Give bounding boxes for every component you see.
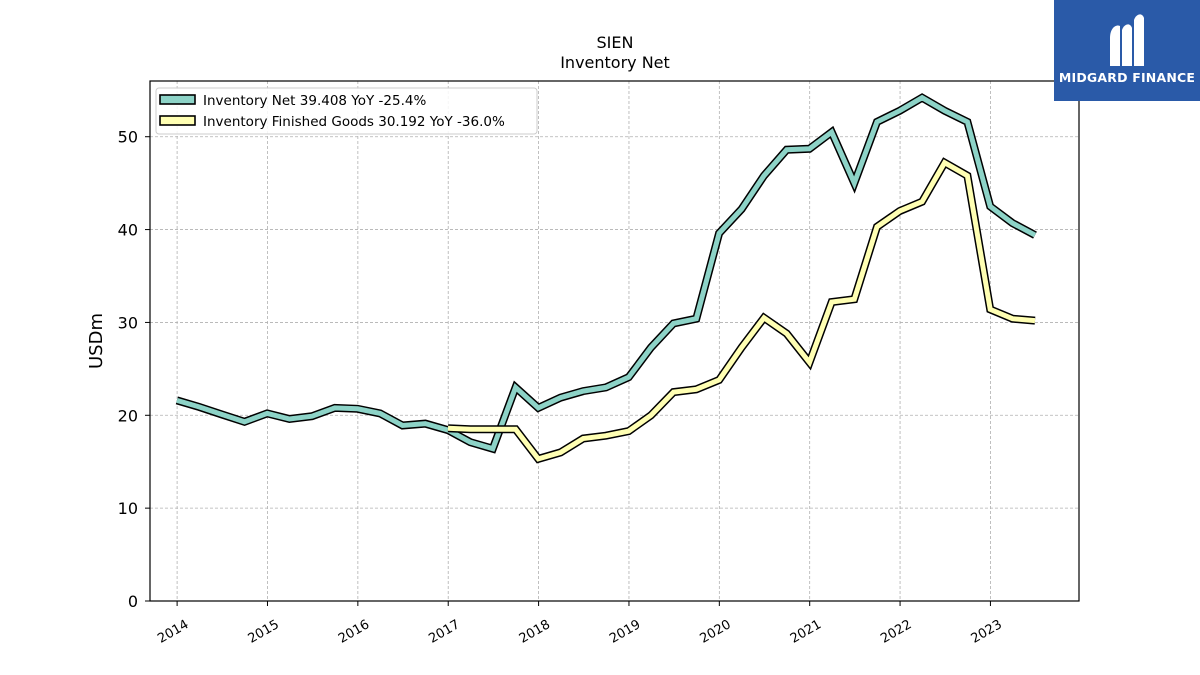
brand-name: MIDGARD FINANCE <box>1058 70 1196 85</box>
y-tick-label: 40 <box>118 221 138 240</box>
brand-logo: MIDGARD FINANCE <box>1054 0 1200 101</box>
x-tick-label: 2018 <box>517 617 553 647</box>
series-line-inventory-finished-goods <box>447 159 1036 462</box>
logo-mark-icon <box>1110 14 1144 66</box>
legend-swatch-inventory-net <box>159 94 196 105</box>
series-outline-inventory-net <box>175 93 1037 454</box>
chart-title: SIEN <box>597 33 634 52</box>
x-tick-label: 2022 <box>878 617 914 647</box>
y-axis-ticks: 0 10 20 30 40 50 <box>118 128 150 611</box>
x-tick-label: 2019 <box>607 617 643 647</box>
y-tick-label: 0 <box>128 592 138 611</box>
y-tick-label: 10 <box>118 499 138 518</box>
legend-box <box>155 87 538 135</box>
x-tick-label: 2014 <box>155 617 191 647</box>
y-tick-label: 30 <box>118 313 138 332</box>
legend-swatch-inventory-finished-goods <box>159 115 196 126</box>
y-axis-label: USDm <box>86 313 107 369</box>
y-tick-label: 50 <box>118 128 138 147</box>
x-tick-label: 2016 <box>336 617 372 647</box>
x-tick-label: 2017 <box>426 617 462 647</box>
x-tick-label: 2015 <box>246 617 282 647</box>
chart-subtitle: Inventory Net <box>560 53 670 72</box>
plot-frame <box>149 80 1080 602</box>
x-tick-label: 2023 <box>969 617 1005 647</box>
legend-label-inventory-finished-goods: Inventory Finished Goods 30.192 YoY -36.… <box>203 114 505 130</box>
x-tick-label: 2021 <box>788 617 824 647</box>
grid <box>150 81 1079 602</box>
series-line-inventory-net <box>176 94 1037 452</box>
series-lines <box>175 93 1037 464</box>
legend-label-inventory-net: Inventory Net 39.408 YoY -25.4% <box>203 93 426 109</box>
legend: Inventory Net 39.408 YoY -25.4% Inventor… <box>155 87 538 135</box>
y-tick-label: 20 <box>118 406 138 425</box>
x-tick-label: 2020 <box>697 617 733 647</box>
x-axis-ticks: 2014 2015 2016 2017 2018 2019 2020 2021 2022 2023 <box>155 601 1005 647</box>
